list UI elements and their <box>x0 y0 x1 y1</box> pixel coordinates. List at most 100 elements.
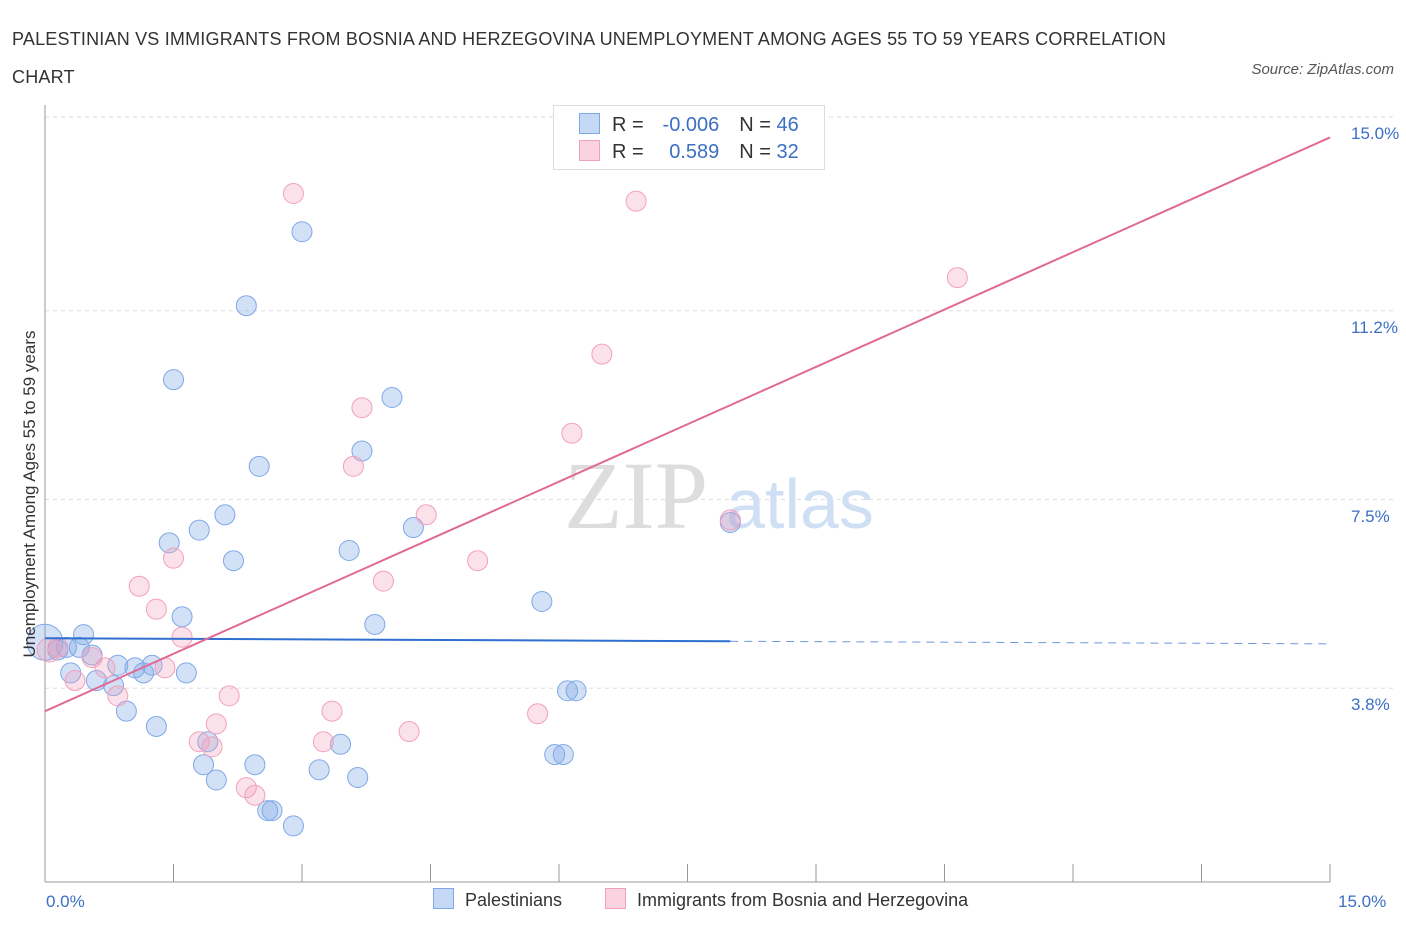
palestinians-trend-extension <box>730 640 1331 645</box>
bosnia-point <box>235 777 257 799</box>
bosnia-point <box>244 784 266 806</box>
palestinians-point <box>257 800 279 822</box>
palestinians-point <box>171 606 193 628</box>
palestinians-point <box>205 769 227 791</box>
r-value-palestinians: -0.006 <box>662 114 720 136</box>
x-tick-max: 15.0% <box>1338 892 1387 911</box>
bosnia-point <box>561 422 583 444</box>
chart-source: Source: ZipAtlas.com <box>1251 61 1394 78</box>
palestinians-point <box>291 221 313 243</box>
bosnia-point <box>171 626 193 648</box>
palestinians-point <box>175 662 197 684</box>
bosnia-point <box>625 190 647 212</box>
palestinians-point <box>552 744 574 765</box>
bosnia-point <box>467 550 489 572</box>
palestinians-point <box>402 517 424 539</box>
bosnia-point <box>342 455 364 477</box>
bosnia-point <box>946 267 968 289</box>
palestinians-point <box>248 455 270 477</box>
bosnia-point <box>282 183 304 204</box>
bosnia-trend-line <box>44 136 1331 713</box>
palestinians-trend-line <box>44 637 731 643</box>
palestinians-point <box>565 680 587 702</box>
bosnia-point <box>107 685 129 707</box>
bosnia-point <box>188 731 210 753</box>
legend-row-bosnia: R = 0.589 N = 32 <box>579 140 799 166</box>
n-label: N = <box>739 141 771 163</box>
bosnia-point <box>47 636 69 658</box>
r-label: R = <box>612 141 644 163</box>
axes <box>44 105 1331 883</box>
bosnia-point <box>321 700 343 722</box>
palestinians-point <box>557 680 579 702</box>
bosnia-legend-swatch <box>605 888 626 909</box>
chart-title: PALESTINIAN VS IMMIGRANTS FROM BOSNIA AN… <box>12 29 1167 87</box>
bosnia-point <box>163 547 184 569</box>
trend-lines <box>44 136 1331 713</box>
palestinians-legend-swatch <box>433 888 454 909</box>
n-label: N = <box>739 114 771 136</box>
watermark-atlas: atlas <box>726 465 874 543</box>
palestinians-point <box>133 662 155 684</box>
data-points <box>26 183 968 837</box>
palestinians-point <box>235 295 257 317</box>
palestinians-point <box>163 369 184 391</box>
palestinians-point <box>282 815 304 837</box>
bosnia-point <box>351 397 373 419</box>
r-label: R = <box>612 114 644 136</box>
palestinians-point <box>73 624 95 646</box>
palestinians-point <box>26 623 64 661</box>
bosnia-legend-label: Immigrants from Bosnia and Herzegovina <box>637 890 969 910</box>
bosnia-point <box>312 731 334 753</box>
correlation-legend: R = -0.006 N = 46 R = 0.589 N = 32 <box>553 105 825 170</box>
bosnia-swatch <box>579 140 600 161</box>
palestinians-point <box>308 759 330 781</box>
legend-item-bosnia[interactable]: Immigrants from Bosnia and Herzegovina <box>605 888 968 916</box>
x-tick-min: 0.0% <box>46 892 85 911</box>
grid-lines <box>45 116 1395 689</box>
bosnia-point <box>81 647 103 669</box>
bosnia-point <box>145 598 167 620</box>
bosnia-point <box>128 575 150 597</box>
palestinians-point <box>145 715 167 737</box>
palestinians-point <box>107 654 129 676</box>
bosnia-point <box>64 670 86 692</box>
palestinians-point <box>261 800 283 822</box>
y-tick-label: 3.8% <box>1351 695 1390 715</box>
palestinians-point <box>364 613 386 635</box>
palestinians-point <box>188 519 210 541</box>
n-value-bosnia: 32 <box>776 141 799 163</box>
palestinians-point <box>544 744 566 765</box>
n-value-palestinians: 46 <box>776 114 799 136</box>
y-axis-label: Unemployment Among Ages 55 to 59 years <box>20 330 39 658</box>
bosnia-point <box>201 736 223 758</box>
palestinians-point <box>214 504 236 526</box>
palestinians-swatch <box>579 113 600 134</box>
legend-row-palestinians: R = -0.006 N = 46 <box>579 113 799 139</box>
palestinians-point <box>244 754 266 776</box>
palestinians-point <box>192 754 214 776</box>
watermark-zip: ZIP <box>564 442 708 549</box>
palestinians-point <box>381 387 403 408</box>
bosnia-point <box>719 509 741 531</box>
y-tick-label: 7.5% <box>1351 506 1390 526</box>
y-tick-label: 15.0% <box>1351 124 1400 143</box>
legend-item-palestinians[interactable]: Palestinians <box>433 888 562 916</box>
palestinians-point <box>531 591 553 612</box>
r-value-bosnia: 0.589 <box>669 141 720 163</box>
palestinians-point <box>222 550 244 572</box>
bosnia-point <box>218 685 240 707</box>
bosnia-point <box>372 570 394 592</box>
bosnia-point <box>591 343 613 365</box>
bosnia-point <box>205 713 227 735</box>
y-tick-label: 11.2% <box>1351 317 1398 337</box>
palestinians-legend-label: Palestinians <box>465 890 563 910</box>
palestinians-point <box>347 766 369 788</box>
palestinians-point <box>338 540 360 561</box>
bosnia-point <box>415 504 437 526</box>
palestinians-point <box>330 733 352 755</box>
bosnia-point <box>398 721 420 743</box>
bosnia-point <box>527 703 549 725</box>
bosnia-point <box>94 657 116 679</box>
